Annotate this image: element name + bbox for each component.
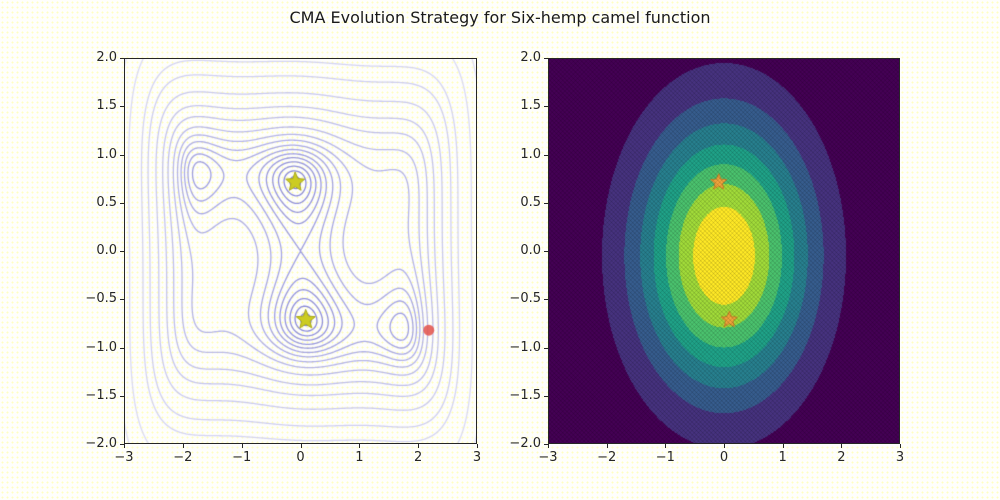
figure-title: CMA Evolution Strategy for Six-hemp came…	[289, 8, 711, 27]
y-tick-mark	[544, 395, 548, 397]
x-tick-mark	[665, 444, 667, 448]
y-tick-label: −1.5	[85, 387, 117, 403]
y-tick-label: 0.5	[96, 194, 117, 210]
y-tick-label: −1.0	[509, 339, 541, 355]
y-tick-label: 2.0	[96, 50, 117, 65]
y-tick-label: −2.0	[85, 436, 117, 451]
y-tick-mark	[120, 299, 124, 301]
x-tick-label: 2	[414, 450, 423, 465]
y-tick-mark	[544, 58, 548, 59]
y-tick-mark	[544, 299, 548, 301]
y-tick-label: 2.0	[520, 50, 541, 65]
y-tick-label: 0.0	[96, 243, 117, 258]
x-tick-label: 3	[895, 450, 905, 465]
x-tick-label: −1	[655, 450, 675, 465]
x-tick-mark	[124, 444, 125, 448]
x-tick-label: −2	[597, 450, 617, 465]
x-tick-mark	[418, 444, 420, 448]
y-tick-mark	[120, 154, 124, 156]
y-tick-mark	[544, 154, 548, 156]
x-tick-label: −3	[538, 450, 558, 465]
x-tick-mark	[548, 444, 549, 448]
y-tick-mark	[120, 251, 124, 252]
y-tick-mark	[544, 444, 548, 445]
y-tick-label: −2.0	[509, 436, 541, 451]
y-tick-label: −1.0	[85, 339, 117, 355]
y-tick-mark	[120, 58, 124, 59]
x-tick-mark	[841, 444, 843, 448]
contour-plot-canvas	[124, 58, 477, 444]
filled-contour-plot-cma-distribution: −3 −2 −1 0 1 2 3 2.0 1.5 1.0 0.5 0.0 −0.5 −1.0 −1.5 −2.…	[509, 51, 904, 465]
x-tick-mark	[241, 444, 243, 448]
x-tick-label: −1	[232, 450, 252, 465]
y-tick-mark	[544, 202, 548, 204]
x-tick-label: 1	[778, 450, 787, 465]
x-tick-label: 0	[296, 450, 305, 465]
x-tick-label: −3	[114, 450, 134, 465]
x-tick-mark	[724, 444, 725, 448]
x-tick-label: 2	[837, 450, 846, 465]
y-tick-label: 1.0	[520, 146, 541, 162]
y-tick-label: −0.5	[85, 291, 117, 307]
x-tick-label: 1	[355, 450, 364, 465]
x-tick-mark	[900, 444, 901, 448]
contour-plot-six-hump-camel: −3 −2 −1 0 1 2 3 2.0 1.5 1.0 0.5 0.0 −0.5 −1.0 −1.5 −2.…	[85, 51, 481, 465]
x-tick-mark	[782, 444, 784, 448]
x-tick-label: 0	[719, 450, 729, 465]
distribution-plot-canvas	[548, 58, 900, 444]
x-tick-mark	[477, 444, 478, 448]
y-tick-label: 1.5	[96, 98, 117, 114]
x-tick-mark	[606, 444, 608, 448]
y-tick-mark	[120, 444, 124, 445]
x-tick-label: −2	[173, 450, 193, 465]
y-tick-label: −0.5	[509, 291, 541, 307]
y-tick-label: 1.5	[520, 98, 541, 114]
x-tick-mark	[182, 444, 184, 448]
y-tick-mark	[120, 395, 124, 397]
x-tick-mark	[359, 444, 361, 448]
y-tick-mark	[544, 106, 548, 108]
y-tick-label: 0.0	[520, 243, 541, 258]
y-tick-mark	[120, 347, 124, 349]
y-tick-mark	[544, 251, 548, 252]
y-tick-mark	[120, 106, 124, 108]
y-tick-label: −1.5	[509, 387, 541, 403]
x-tick-label: 3	[472, 450, 482, 465]
y-tick-label: 1.0	[96, 146, 117, 162]
x-tick-mark	[300, 444, 302, 448]
y-tick-label: 0.5	[520, 194, 541, 210]
y-tick-mark	[120, 202, 124, 204]
y-tick-mark	[544, 347, 548, 349]
